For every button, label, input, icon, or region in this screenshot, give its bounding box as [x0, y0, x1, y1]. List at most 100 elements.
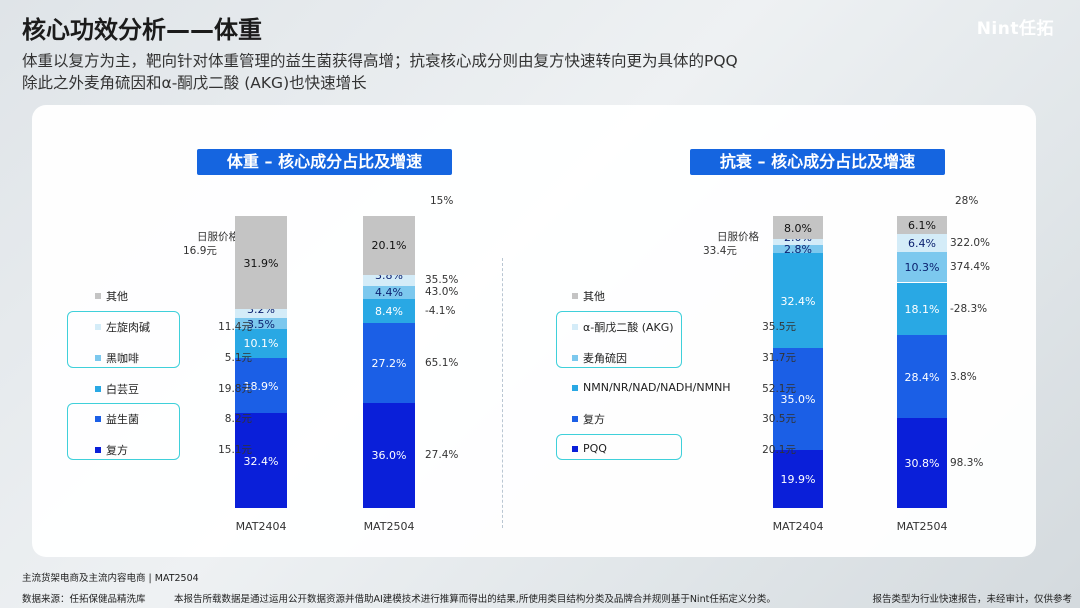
- weight-data-label-mat2504-2: 8.4%: [375, 304, 403, 318]
- weight-legend-item-0: 复方: [95, 442, 128, 458]
- antiaging-x-tick-mat2504: MAT2504: [896, 520, 948, 533]
- antiaging-legend-label-4: α-酮戊二酸 (AKG): [583, 321, 674, 334]
- antiaging-legend-label-1: 复方: [583, 413, 605, 426]
- weight-legend-swatch-5: [95, 293, 101, 299]
- antiaging-legend-item-0: PQQ: [572, 442, 607, 455]
- weight-price-3: 5.1元: [224, 352, 252, 364]
- footer-report-type: 报告类型为行业快速报告，未经审计，仅供参考: [872, 594, 1072, 605]
- weight-growth-0: 27.4%: [425, 449, 459, 462]
- weight-legend-item-5: 其他: [95, 288, 128, 304]
- subtitle-line-1: 体重以复方为主，靶向针对体重管理的益生菌获得高增；抗衰核心成分则由复方快速转向更…: [22, 52, 738, 70]
- weight-bar-mat2404-seg-5: [235, 216, 287, 310]
- antiaging-price-3: 31.7元: [762, 352, 796, 364]
- antiaging-legend-swatch-3: [572, 355, 578, 361]
- antiaging-price-4: 35.5元: [762, 321, 796, 333]
- weight-data-label-mat2404-0: 32.4%: [243, 454, 279, 468]
- weight-x-tick-mat2404: MAT2404: [235, 520, 287, 533]
- weight-price-header: 日服价格: [197, 231, 239, 243]
- footer-disclaimer: 本报告所载数据是通过运用公开数据资源并借助AI建模技术进行推算而得出的结果,所使…: [174, 594, 776, 605]
- antiaging-legend-swatch-4: [572, 324, 578, 330]
- weight-growth-3: 43.0%: [425, 286, 459, 299]
- antiaging-bar-mat2404-seg-4: [773, 239, 823, 246]
- weight-bar-mat2404-seg-4: [235, 309, 287, 319]
- weight-data-label-mat2504-5: 20.1%: [371, 239, 407, 253]
- weight-legend-label-2: 白芸豆: [106, 383, 139, 396]
- weight-price-1: 8.2元: [224, 413, 252, 425]
- weight-price-4: 11.4元: [218, 321, 252, 333]
- weight-legend-highlight-1: [67, 311, 180, 368]
- subtitle-line-2: 除此之外麦角硫因和α-酮戊二酸 (AKG)也快速增长: [22, 74, 367, 92]
- weight-growth-4: 35.5%: [425, 274, 459, 287]
- antiaging-price-2: 52.1元: [762, 383, 796, 395]
- weight-price-header-value: 16.9元: [183, 245, 217, 257]
- brand-logo: Nint任拓: [976, 19, 1054, 39]
- antiaging-legend-item-5: 其他: [572, 288, 605, 304]
- antiaging-legend-label-2: NMN/NR/NAD/NADH/NMNH: [583, 381, 731, 394]
- antiaging-data-label-mat2504-2: 18.1%: [904, 302, 940, 316]
- antiaging-data-label-mat2404-3: 2.8%: [784, 243, 812, 257]
- weight-legend-swatch-3: [95, 355, 101, 361]
- weight-legend-item-4: 左旋肉碱: [95, 319, 150, 335]
- antiaging-growth-4: 322.0%: [950, 237, 991, 250]
- antiaging-data-label-mat2504-5: 6.1%: [908, 218, 936, 232]
- antiaging-bar-mat2404-seg-5: [773, 216, 823, 240]
- weight-bar-mat2504-seg-4: [363, 274, 415, 286]
- footer-note: 主流货架电商及主流内容电商 | MAT2504: [22, 573, 199, 584]
- weight-growth-1: 65.1%: [425, 357, 459, 370]
- antiaging-legend-label-3: 麦角硫因: [583, 352, 627, 365]
- antiaging-legend-item-4: α-酮戊二酸 (AKG): [572, 319, 674, 335]
- weight-data-label-mat2404-2: 10.1%: [243, 337, 279, 351]
- antiaging-data-label-mat2504-1: 28.4%: [904, 370, 940, 384]
- weight-bar-mat2404-seg-2: [235, 328, 287, 359]
- antiaging-legend-label-5: 其他: [583, 290, 605, 303]
- antiaging-data-label-mat2504-0: 30.8%: [904, 457, 940, 471]
- antiaging-legend-swatch-0: [572, 445, 578, 452]
- weight-legend-swatch-2: [95, 386, 101, 392]
- antiaging-bar-mat2504-seg-3: [897, 252, 947, 283]
- chart-panel: [32, 105, 1036, 557]
- weight-x-tick-mat2504: MAT2504: [363, 520, 415, 533]
- antiaging-growth-0: 98.3%: [950, 457, 984, 470]
- antiaging-price-header: 日服价格: [717, 231, 759, 243]
- weight-legend-swatch-4: [95, 324, 101, 330]
- weight-legend-label-0: 复方: [106, 444, 128, 457]
- weight-legend-label-4: 左旋肉碱: [106, 321, 150, 334]
- antiaging-legend-swatch-5: [572, 293, 578, 299]
- antiaging-bar-mat2504-seg-5: [897, 216, 947, 234]
- weight-legend-highlight-0: [67, 403, 180, 460]
- weight-growth-2: -4.1%: [425, 304, 456, 317]
- antiaging-legend-item-1: 复方: [572, 411, 605, 427]
- antiaging-data-label-mat2404-1: 35.0%: [780, 392, 816, 406]
- weight-price-0: 15.1元: [218, 444, 252, 456]
- weight-legend-swatch-1: [95, 416, 101, 422]
- antiaging-data-label-mat2404-5: 8.0%: [784, 221, 812, 235]
- weight-bar-mat2504-seg-5: [363, 216, 415, 275]
- weight-legend-swatch-0: [95, 447, 101, 453]
- weight-data-label-mat2404-3: 3.5%: [247, 317, 275, 331]
- weight-bar-mat2504-seg-0: [363, 402, 415, 508]
- antiaging-legend-item-2: NMN/NR/NAD/NADH/NMNH: [572, 381, 731, 394]
- antiaging-price-0: 20.1元: [762, 444, 796, 456]
- antiaging-bar-mat2504-seg-2: [897, 282, 947, 336]
- antiaging-price-1: 30.5元: [762, 413, 796, 425]
- antiaging-data-label-mat2404-2: 32.4%: [780, 294, 816, 308]
- antiaging-chart-title: 抗衰 – 核心成分占比及增速: [690, 149, 945, 175]
- weight-data-label-mat2404-1: 18.9%: [243, 379, 279, 393]
- weight-bar-mat2404-seg-0: [235, 413, 287, 508]
- weight-legend-label-5: 其他: [106, 290, 128, 303]
- antiaging-growth-2: -28.3%: [950, 302, 988, 315]
- antiaging-bar-mat2504-seg-0: [897, 418, 947, 508]
- weight-data-label-mat2504-0: 36.0%: [371, 449, 407, 463]
- antiaging-growth-1: 3.8%: [950, 370, 977, 383]
- antiaging-legend-swatch-1: [572, 416, 578, 422]
- weight-bar-mat2504-seg-1: [363, 323, 415, 403]
- antiaging-legend-label-0: PQQ: [583, 442, 607, 455]
- antiaging-legend-swatch-2: [572, 384, 578, 391]
- footer-source: 数据来源：任拓保健品精洗库: [22, 594, 146, 605]
- antiaging-legend-highlight-0: [556, 434, 682, 460]
- antiaging-data-label-mat2504-3: 10.3%: [904, 261, 940, 275]
- weight-data-label-mat2404-5: 31.9%: [243, 256, 279, 270]
- weight-total-growth: 15%: [430, 195, 454, 207]
- weight-legend-item-3: 黑咖啡: [95, 350, 139, 366]
- panel-divider: [502, 258, 503, 528]
